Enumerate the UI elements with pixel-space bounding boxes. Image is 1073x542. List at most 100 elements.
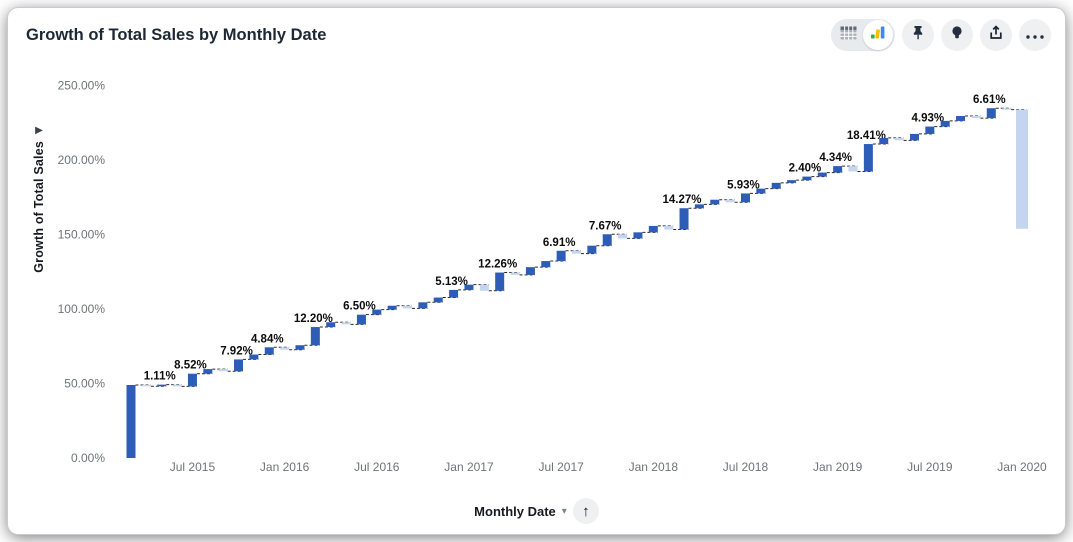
waterfall-bar[interactable]	[863, 144, 873, 172]
waterfall-bar[interactable]	[310, 327, 320, 346]
chart-card: Growth of Total Sales by Monthly Date	[8, 8, 1065, 534]
waterfall-bar[interactable]	[771, 182, 781, 189]
waterfall-bar[interactable]	[848, 166, 858, 172]
y-tick-label: 0.00%	[71, 451, 105, 465]
waterfall-bar[interactable]	[372, 309, 382, 315]
waterfall-bar[interactable]	[495, 272, 505, 291]
view-toggle[interactable]	[831, 19, 895, 51]
waterfall-bar[interactable]	[909, 133, 919, 141]
y-axis-title-group: ▶ Growth of Total Sales	[32, 126, 46, 366]
x-tick-label: Jan 2017	[444, 460, 494, 474]
waterfall-bar[interactable]	[986, 108, 996, 119]
waterfall-bar[interactable]	[326, 322, 336, 328]
x-axis-field-button[interactable]: Monthly Date	[474, 503, 556, 519]
waterfall-bar[interactable]	[403, 305, 413, 309]
waterfall-bar[interactable]	[802, 176, 812, 181]
x-tick-label: Jul 2018	[723, 460, 769, 474]
waterfall-bar[interactable]	[510, 272, 520, 275]
bar-value-label: 4.93%	[912, 113, 945, 125]
pin-button[interactable]	[902, 19, 934, 51]
waterfall-bar[interactable]	[280, 347, 290, 350]
bar-value-label: 14.27%	[663, 194, 702, 206]
waterfall-bar[interactable]	[833, 166, 843, 173]
waterfall-bar[interactable]	[234, 359, 244, 372]
waterfall-bar[interactable]	[479, 284, 489, 291]
waterfall-bar[interactable]	[433, 297, 443, 303]
waterfall-bar[interactable]	[879, 137, 889, 145]
bar-value-label: 6.61%	[973, 94, 1006, 106]
bar-value-label: 7.67%	[589, 220, 622, 232]
waterfall-bar[interactable]	[679, 208, 689, 230]
waterfall-bar[interactable]	[525, 267, 535, 275]
waterfall-bar[interactable]	[756, 188, 766, 194]
waterfall-bar[interactable]	[571, 250, 581, 254]
menu-button[interactable]	[1019, 19, 1051, 51]
waterfall-bar[interactable]	[126, 384, 136, 458]
waterfall-bar[interactable]	[710, 199, 720, 205]
waterfall-bar[interactable]	[587, 245, 597, 254]
bar-value-label: 5.93%	[727, 179, 760, 191]
chart-view-button[interactable]	[863, 20, 893, 50]
export-button[interactable]	[980, 19, 1012, 51]
waterfall-bar[interactable]	[956, 115, 966, 121]
bar-value-label: 4.84%	[251, 333, 284, 345]
waterfall-bar[interactable]	[648, 225, 658, 233]
y-axis-expand-icon[interactable]: ▶	[35, 125, 43, 136]
bar-value-label: 6.50%	[343, 301, 376, 313]
waterfall-bar[interactable]	[971, 115, 981, 119]
bar-value-label: 1.11%	[144, 371, 176, 383]
waterfall-bar[interactable]	[787, 180, 797, 183]
x-tick-label: Jan 2020	[997, 460, 1047, 474]
waterfall-bar[interactable]	[1002, 108, 1012, 110]
bar-chart-icon	[870, 25, 886, 46]
bar-value-label: 12.20%	[294, 313, 333, 325]
toolbar	[831, 19, 1051, 51]
waterfall-bar[interactable]	[387, 305, 397, 310]
sort-ascending-button[interactable]: ↑	[572, 498, 599, 524]
waterfall-bar[interactable]	[925, 126, 935, 134]
waterfall-chart[interactable]: 0.00% 50.00% 100.00% 150.00% 200.00% 250.00% J…	[8, 8, 1065, 534]
ellipsis-icon	[1026, 26, 1044, 44]
waterfall-bar[interactable]	[218, 369, 228, 372]
waterfall-bar[interactable]	[157, 384, 167, 387]
bar-value-label: 12.26%	[478, 259, 517, 271]
waterfall-bar[interactable]	[1015, 109, 1028, 229]
waterfall-bar[interactable]	[618, 234, 628, 239]
waterfall-bar[interactable]	[172, 384, 182, 387]
bar-value-label: 4.34%	[819, 152, 852, 164]
waterfall-bar[interactable]	[464, 284, 474, 290]
waterfall-bar[interactable]	[633, 232, 643, 239]
x-axis-control: Monthly Date ▾ ↑	[8, 498, 1065, 524]
waterfall-bar[interactable]	[203, 369, 213, 374]
waterfall-bar[interactable]	[556, 250, 566, 262]
waterfall-bar[interactable]	[602, 234, 612, 246]
waterfall-bar[interactable]	[817, 172, 827, 177]
insights-button[interactable]	[941, 19, 973, 51]
bar-value-label: 5.13%	[435, 276, 468, 288]
x-tick-label: Jul 2016	[354, 460, 400, 474]
waterfall-bar[interactable]	[740, 193, 750, 203]
bar-value-label: 18.41%	[847, 130, 886, 142]
waterfall-bar[interactable]	[141, 384, 151, 387]
waterfall-bar[interactable]	[664, 225, 674, 230]
bar-value-label: 8.52%	[174, 360, 207, 372]
waterfall-bar[interactable]	[541, 261, 551, 268]
bar-value-label: 6.91%	[543, 237, 576, 249]
waterfall-bar[interactable]	[341, 322, 351, 325]
chevron-down-icon[interactable]: ▾	[561, 505, 567, 517]
waterfall-bar[interactable]	[725, 199, 735, 203]
waterfall-bar[interactable]	[295, 345, 305, 350]
waterfall-bar[interactable]	[694, 204, 704, 209]
waterfall-bar[interactable]	[449, 289, 459, 298]
waterfall-bar[interactable]	[894, 137, 904, 141]
waterfall-bar[interactable]	[249, 354, 259, 360]
chart-title: Growth of Total Sales by Monthly Date	[26, 26, 327, 44]
waterfall-bar[interactable]	[940, 120, 950, 127]
waterfall-bar[interactable]	[264, 347, 274, 355]
x-tick-label: Jul 2017	[538, 460, 584, 474]
table-view-button[interactable]	[833, 20, 863, 50]
bar-value-label: 7.92%	[220, 345, 253, 357]
waterfall-bar[interactable]	[187, 373, 197, 387]
waterfall-bar[interactable]	[418, 302, 428, 309]
waterfall-bar[interactable]	[356, 314, 366, 325]
